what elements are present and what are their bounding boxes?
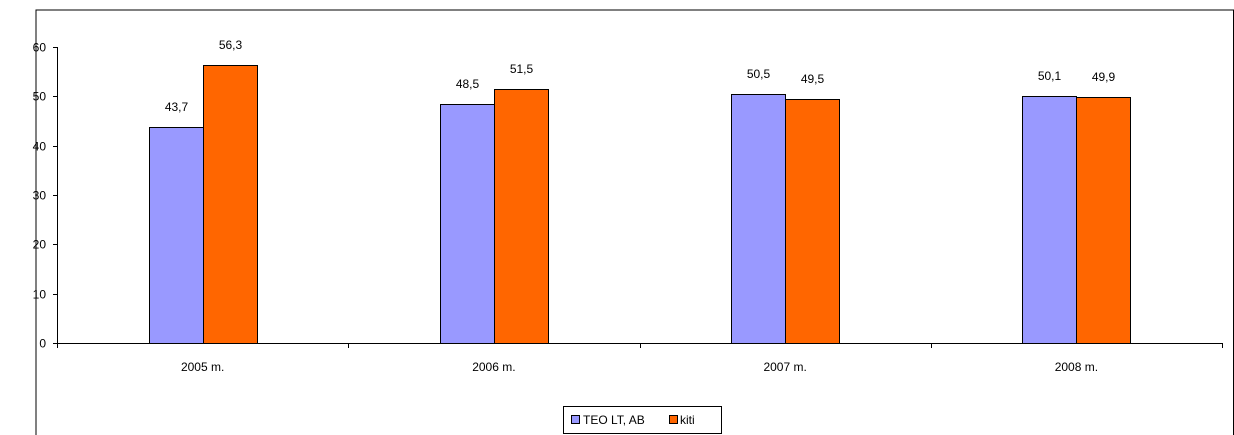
data-label: 43,7 [165, 100, 189, 114]
y-tick-label: 60 [33, 41, 47, 55]
legend-box [563, 406, 722, 434]
category-label: 2006 m. [472, 360, 515, 374]
y-tick-label: 0 [39, 337, 46, 351]
legend-label: TEO LT, AB [583, 413, 645, 427]
legend-label: kiti [680, 413, 695, 427]
bar-kiti-2 [785, 99, 840, 344]
bar-kiti-0 [203, 65, 258, 344]
data-labels: 43,7 56,3 48,5 51,5 50,5 49,5 50,1 49,9 [165, 38, 1116, 114]
legend: TEO LT, AB kiti [563, 406, 722, 434]
data-label: 50,1 [1038, 69, 1062, 83]
data-label: 50,5 [747, 67, 771, 81]
data-label: 48,5 [456, 77, 480, 91]
y-tick-label: 20 [33, 238, 47, 252]
category-label: 2007 m. [763, 360, 806, 374]
category-label: 2008 m. [1055, 360, 1098, 374]
legend-swatch-teo [571, 415, 580, 424]
bar-teo-1 [440, 104, 495, 344]
legend-swatch-kiti [669, 415, 678, 424]
y-tick-label: 30 [33, 189, 47, 203]
bar-kiti-3 [1076, 97, 1131, 344]
chart-border [35, 9, 1234, 435]
bar-teo-2 [731, 94, 786, 344]
bar-teo-3 [1022, 96, 1077, 344]
y-tick-label: 40 [33, 140, 47, 154]
category-label: 2005 m. [181, 360, 224, 374]
data-label: 49,5 [801, 72, 825, 86]
data-label: 56,3 [219, 38, 243, 52]
bar-kiti-1 [494, 89, 549, 344]
data-label: 49,9 [1092, 70, 1116, 84]
bar-teo-0 [149, 127, 204, 344]
y-tick-label: 50 [33, 90, 47, 104]
data-label: 51,5 [510, 62, 534, 76]
y-tick-label: 10 [33, 288, 47, 302]
bars [149, 65, 1131, 344]
category-labels: 2005 m. 2006 m. 2007 m. 2008 m. [181, 360, 1098, 374]
